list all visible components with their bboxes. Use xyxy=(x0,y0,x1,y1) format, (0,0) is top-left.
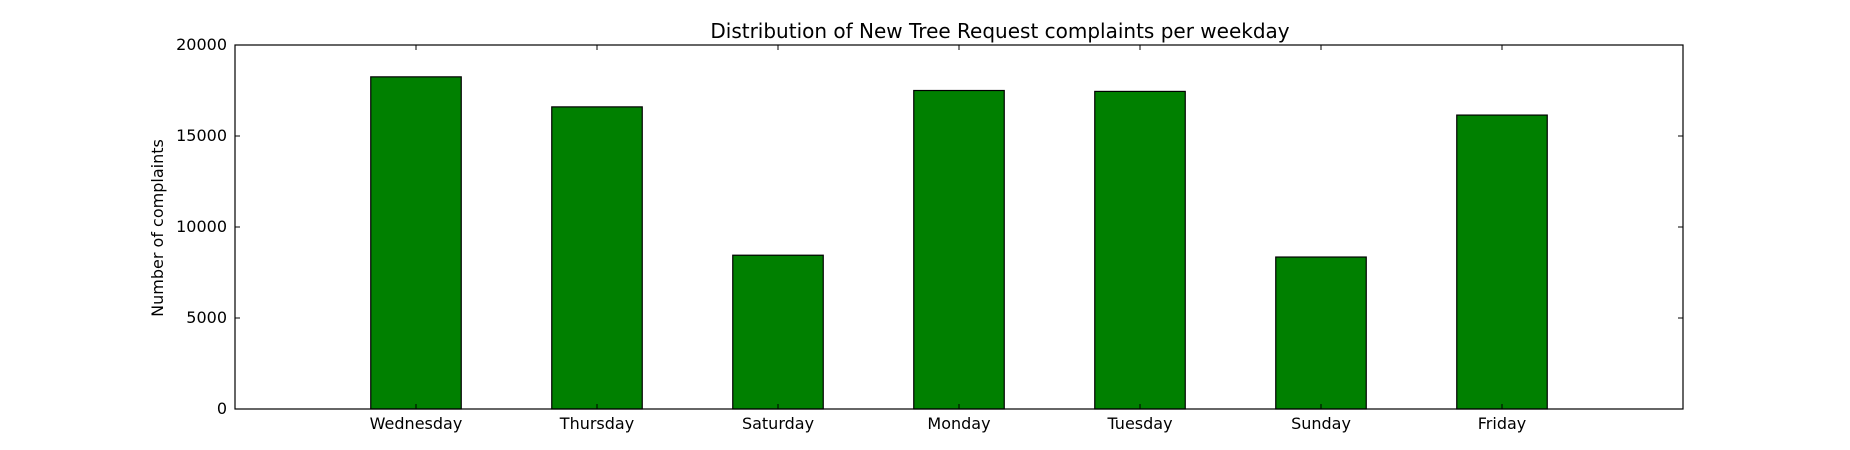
plot-frame xyxy=(234,44,1684,410)
plot-area: Wednesday Thursday Saturday Monday Tuesday Su… xyxy=(176,35,1684,433)
bar-saturday xyxy=(732,254,824,410)
x-tick-label: Wednesday xyxy=(370,414,463,433)
x-tick-label: Sunday xyxy=(1291,414,1351,433)
bar-wednesday xyxy=(370,76,462,410)
chart-title: Distribution of New Tree Request complai… xyxy=(710,19,1289,43)
bar-tuesday xyxy=(1094,90,1186,410)
x-tick-label: Tuesday xyxy=(1106,414,1172,433)
y-tick-label: 0 xyxy=(217,399,227,418)
x-tick-label: Thursday xyxy=(559,414,634,433)
bar-sunday xyxy=(1275,256,1367,410)
y-tick-label: 5000 xyxy=(186,308,227,327)
bar-thursday xyxy=(551,106,643,410)
bar-monday xyxy=(913,89,1005,410)
y-tick-label: 10000 xyxy=(176,217,227,236)
x-tick-label: Friday xyxy=(1478,414,1527,433)
bar-friday xyxy=(1456,114,1548,410)
x-tick-label: Saturday xyxy=(742,414,814,433)
y-tick-label: 15000 xyxy=(176,126,227,145)
y-axis-label: Number of complaints xyxy=(148,139,167,317)
y-tick-label: 20000 xyxy=(176,35,227,54)
x-tick-label: Monday xyxy=(927,414,990,433)
